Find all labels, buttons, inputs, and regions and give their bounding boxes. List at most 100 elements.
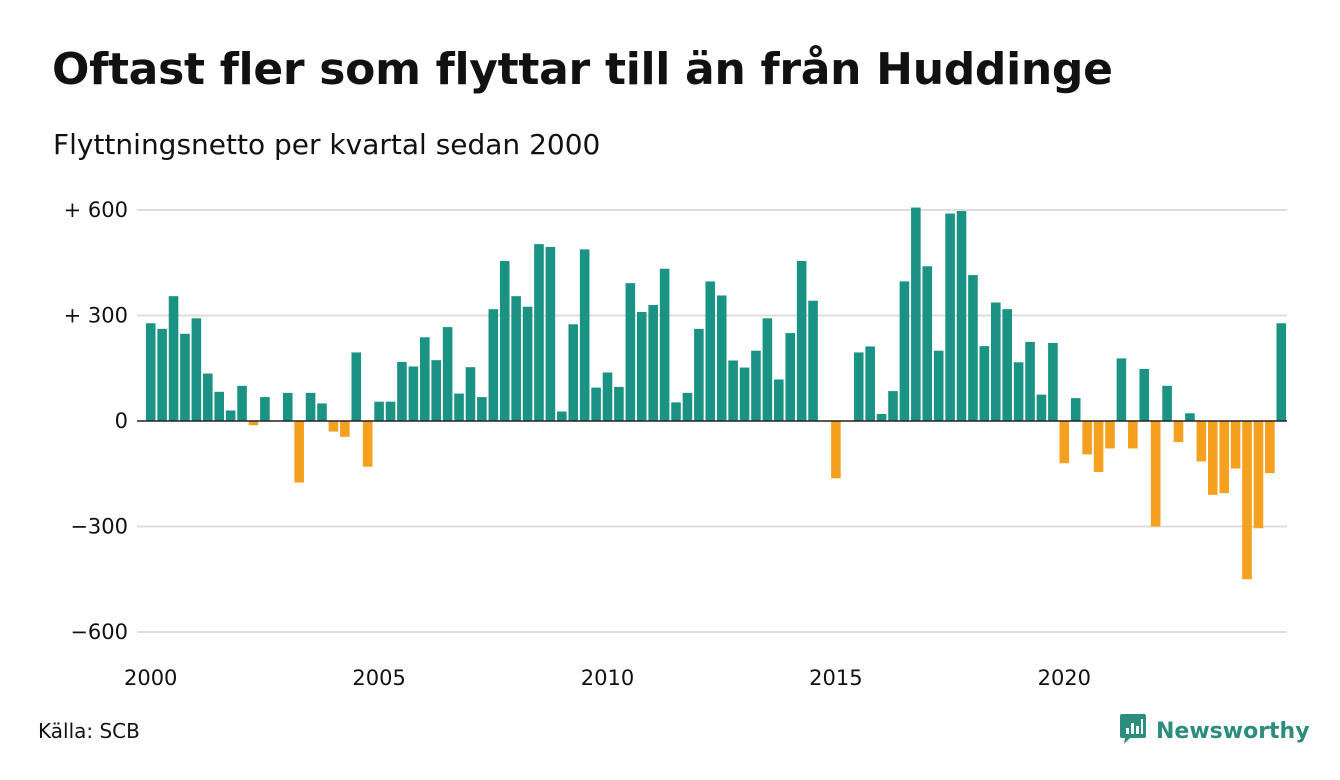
bar-2019-q3: [1036, 394, 1047, 422]
bar-2016-q2: [888, 391, 898, 421]
bar-2006-q3: [442, 327, 453, 421]
bar-2017-q4: [956, 211, 967, 421]
y-tick-label: + 300: [64, 304, 128, 328]
bar-2000-q3: [168, 296, 179, 421]
bar-2001-q4: [225, 410, 236, 421]
bar-2021-q3: [1128, 421, 1138, 449]
bar-2014-q3: [808, 300, 818, 421]
bar-2009-q3: [579, 249, 590, 421]
brand-logo[interactable]: Newsworthy: [1118, 714, 1310, 748]
bar-2000-q2: [157, 328, 167, 421]
bar-2024-q2: [1253, 421, 1264, 529]
chart-subtitle: Flyttningsnetto per kvartal sedan 2000: [53, 128, 601, 161]
bar-2013-q2: [751, 350, 761, 421]
bar-2011-q4: [682, 392, 693, 421]
bar-2001-q2: [203, 373, 213, 422]
bar-2023-q1: [1196, 421, 1207, 462]
bar-2018-q3: [990, 302, 1001, 421]
bar-2007-q3: [488, 309, 499, 421]
bar-2001-q1: [191, 318, 202, 421]
bar-2020-q1: [1059, 421, 1070, 464]
bar-2015-q3: [853, 352, 864, 422]
bar-2022-q4: [1185, 413, 1195, 421]
bar-2006-q4: [454, 393, 464, 421]
bar-2005-q2: [385, 401, 396, 421]
bar-2001-q3: [214, 391, 225, 421]
bar-2011-q3: [671, 402, 681, 421]
y-tick-label: −600: [70, 620, 128, 644]
bar-2008-q3: [534, 244, 544, 421]
bar-2010-q2: [614, 386, 624, 421]
bar-2022-q1: [1150, 421, 1161, 527]
bar-2016-q1: [876, 413, 887, 421]
chart-title: Oftast fler som flyttar till än från Hud…: [52, 44, 1113, 95]
bar-2004-q1: [328, 421, 339, 432]
bar-2014-q2: [796, 260, 807, 421]
bar-2021-q1: [1105, 421, 1115, 449]
bar-2017-q2: [933, 350, 944, 421]
bar-2004-q2: [340, 421, 350, 437]
x-axis-ticks: 2000 2005 2010 2015 2020: [124, 666, 1091, 690]
bar-2013-q1: [739, 367, 750, 421]
bar-2002-q2: [248, 421, 259, 426]
bar-2016-q4: [911, 207, 921, 421]
bar-2008-q4: [545, 246, 556, 421]
newsworthy-logo-icon: [1118, 713, 1148, 749]
bar-2020-q3: [1082, 421, 1092, 455]
bar-2008-q2: [522, 306, 533, 421]
bar-2014-q1: [785, 333, 796, 421]
bar-2002-q3: [260, 397, 270, 421]
bar-2024-q4: [1276, 323, 1287, 421]
x-tick-label: 2005: [352, 666, 405, 690]
bar-2015-q4: [865, 346, 875, 421]
bar-2018-q1: [968, 275, 978, 421]
bar-2012-q4: [728, 360, 738, 421]
bars: [145, 207, 1287, 580]
bar-2021-q2: [1116, 358, 1127, 421]
bar-2005-q1: [374, 401, 384, 421]
bar-2003-q2: [294, 421, 304, 483]
bar-2009-q2: [568, 324, 579, 421]
x-tick-label: 2010: [581, 666, 634, 690]
bar-2016-q3: [899, 281, 910, 421]
source-note: Källa: SCB: [38, 719, 140, 743]
gridlines: [137, 209, 1287, 633]
bar-2012-q3: [716, 295, 727, 421]
bar-2013-q3: [762, 318, 773, 421]
bar-2006-q1: [419, 337, 430, 421]
bar-2000-q4: [180, 333, 190, 421]
bar-2019-q1: [1013, 362, 1024, 421]
bar-chart: + 600 + 300 0 −300 −600 2000 2005 2010 2015 2020: [64, 198, 1287, 690]
brand-name: Newsworthy: [1156, 718, 1310, 744]
bar-2019-q2: [1025, 341, 1035, 422]
bar-2003-q1: [282, 392, 293, 421]
bar-2019-q4: [1048, 342, 1058, 421]
bar-2018-q2: [979, 346, 990, 421]
bar-2010-q3: [625, 283, 636, 421]
bar-2002-q1: [237, 385, 247, 421]
x-tick-label: 2015: [809, 666, 862, 690]
bar-2022-q3: [1173, 421, 1184, 443]
bar-2003-q4: [317, 403, 327, 421]
bar-2005-q3: [397, 361, 407, 421]
y-tick-label: + 600: [64, 198, 128, 222]
bar-2004-q4: [362, 421, 373, 467]
bar-2011-q2: [659, 268, 670, 421]
bar-2015-q1: [831, 421, 841, 479]
bar-2010-q4: [636, 311, 647, 421]
bar-2009-q1: [557, 411, 567, 421]
bar-2000-q1: [145, 323, 156, 421]
bar-2018-q4: [1002, 309, 1012, 421]
x-tick-label: 2020: [1038, 666, 1091, 690]
x-tick-label: 2000: [124, 666, 177, 690]
bar-2007-q1: [465, 367, 476, 421]
bar-2009-q4: [591, 387, 601, 421]
bar-2023-q2: [1207, 421, 1218, 495]
bar-2023-q3: [1219, 421, 1229, 494]
bar-2008-q1: [511, 296, 521, 421]
bar-2017-q3: [945, 213, 955, 421]
bar-2011-q1: [648, 304, 658, 421]
bar-2017-q1: [922, 266, 933, 421]
bar-2007-q2: [477, 397, 487, 421]
y-tick-label: −300: [70, 515, 128, 539]
